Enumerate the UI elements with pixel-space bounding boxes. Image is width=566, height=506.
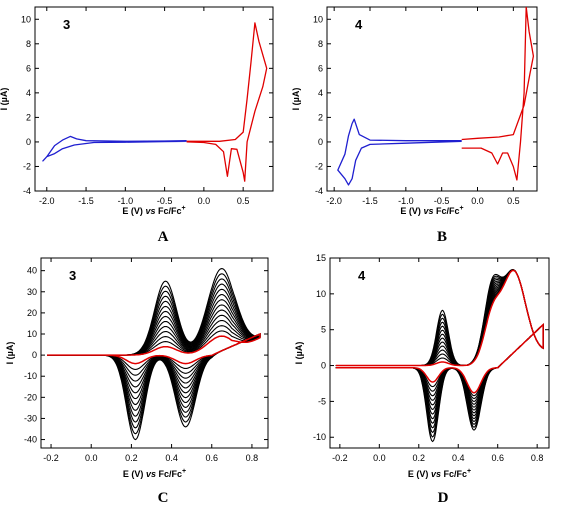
y-axis-label: I (µA) [291,88,301,111]
y-tick-label: 10 [27,329,37,339]
plot-frame [40,257,269,449]
panel-label: A [158,229,169,245]
y-tick-label: 4 [318,88,323,98]
x-tick-label: 0.2 [125,453,138,463]
x-tick-label: 0.0 [198,196,211,206]
x-axis-label: E (V) vs Fc/Fc+ [400,205,463,216]
y-tick-label: 40 [27,266,37,276]
panel-label: D [438,490,449,506]
compound-label: 3 [63,17,70,32]
y-tick-label: 20 [27,308,37,318]
cv-series-line [42,135,187,162]
y-axis-label: I (µA) [5,342,15,365]
panel-label: C [158,490,169,506]
y-tick-label: 2 [26,112,31,122]
x-tick-label: -2.0 [39,196,55,206]
y-tick-label: 8 [26,39,31,49]
cv-series-line [186,22,268,182]
y-tick-label: -40 [24,435,37,445]
y-tick-label: 10 [316,289,326,299]
y-tick-label: -30 [24,413,37,423]
x-tick-label: -1.0 [398,196,414,206]
x-axis-label: E (V) vs Fc/Fc+ [408,468,471,479]
y-tick-label: 6 [318,63,323,73]
panel-D: -0.2 0.0 0.2 0.4 0.6 0.8 -10 -5 0 5 10 15 I (µA) E (V… [294,253,550,506]
y-tick-label: -10 [313,432,326,442]
cv-scan-line [335,269,544,411]
panel-A: -2.0 -1.5 -1.0 -0.5 0.0 0.5 -4 -2 0 2 4 6 8 10 I (µA) E… [0,6,274,245]
y-tick-label: -10 [24,371,37,381]
cv-series-line [337,118,462,186]
y-axis-label: I (µA) [294,342,304,365]
plot-area [42,22,268,182]
x-tick-label: -1.0 [118,196,134,206]
x-tick-label: 0.0 [373,453,386,463]
x-tick-label: -0.2 [332,453,348,463]
cv-scan-line [47,268,261,441]
y-tick-label: 0 [321,361,326,371]
y-tick-label: -20 [24,392,37,402]
y-tick-label: 30 [27,287,37,297]
x-tick-label: 0.6 [205,453,218,463]
cv-series-line [461,7,535,181]
y-tick-label: 8 [318,39,323,49]
x-tick-label: 0.0 [85,453,98,463]
y-tick-label: 10 [313,14,323,24]
y-tick-label: 6 [26,63,31,73]
compound-label: 3 [69,268,76,283]
x-tick-label: -1.5 [78,196,94,206]
y-tick-label: -5 [318,396,326,406]
x-tick-label: 0.0 [471,196,484,206]
compound-label: 4 [355,17,363,32]
panel-C: -0.2 0.0 0.2 0.4 0.6 0.8 -40 -30 -20 -10 0 10 20 30 40… [5,257,269,506]
y-tick-label: -4 [315,186,323,196]
plot-area [335,269,544,443]
y-tick-label: 0 [26,137,31,147]
x-tick-label: -1.5 [362,196,378,206]
x-tick-label: 0.8 [531,453,544,463]
x-tick-label: 0.6 [491,453,504,463]
cv-scan-line [47,293,261,411]
cv-first-scan [47,332,261,365]
compound-label: 4 [358,268,366,283]
x-axis-label: E (V) vs Fc/Fc+ [123,468,186,479]
x-tick-label: 0.5 [237,196,250,206]
y-tick-label: 0 [318,137,323,147]
x-tick-label: 0.5 [507,196,520,206]
y-axis-label: I (µA) [0,88,9,111]
cv-first-scan [335,269,544,394]
x-tick-label: -0.5 [157,196,173,206]
x-tick-label: -0.5 [434,196,450,206]
x-axis-label: E (V) vs Fc/Fc+ [122,205,185,216]
y-tick-label: 15 [316,253,326,263]
y-tick-label: 0 [32,350,37,360]
y-tick-label: -2 [23,161,31,171]
y-tick-label: 5 [321,325,326,335]
x-tick-label: -0.2 [43,453,59,463]
y-tick-label: -4 [23,186,31,196]
panel-label: B [437,229,447,245]
cv-scan-line [47,288,261,417]
x-tick-label: 0.2 [413,453,426,463]
x-tick-label: 0.4 [165,453,178,463]
y-tick-label: 2 [318,112,323,122]
x-tick-label: 0.4 [452,453,465,463]
y-tick-label: 10 [21,14,31,24]
panel-B: -2.0 -1.5 -1.0 -0.5 0.0 0.5 -4 -2 0 2 4 6 8 10 I (µA) E… [291,6,538,245]
x-tick-label: 0.8 [246,453,259,463]
plot-area [47,268,261,441]
y-tick-label: 4 [26,88,31,98]
plot-frame [34,6,274,192]
plot-frame [329,257,550,449]
plot-area [337,7,535,186]
y-tick-label: -2 [315,161,323,171]
x-tick-label: -2.0 [326,196,342,206]
plot-frame [326,6,538,192]
cv-scan-line [47,273,261,435]
